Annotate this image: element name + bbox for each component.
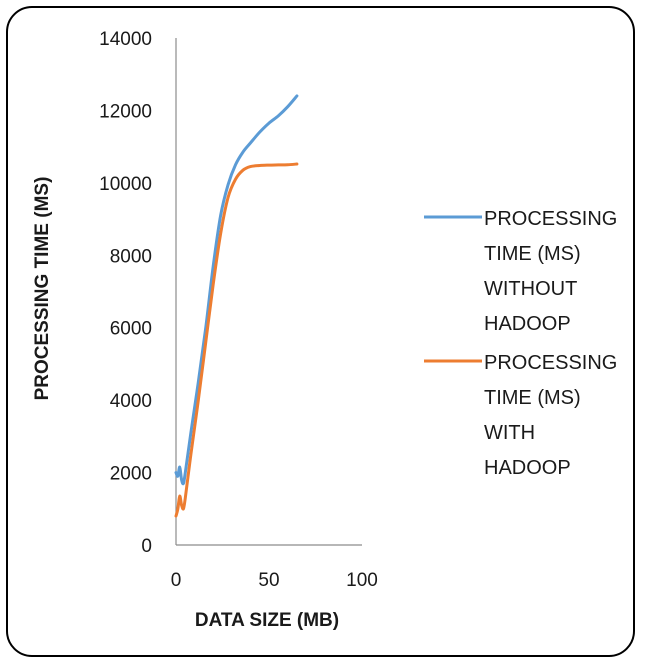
y-tick-label: 6000	[110, 319, 152, 340]
legend-entry: PROCESSING TIME (MS) WITHOUT HADOOP	[424, 208, 617, 335]
legend-label-line: TIME (MS)	[484, 243, 581, 265]
legend-label-line: TIME (MS)	[484, 387, 581, 409]
y-tick-label: 8000	[110, 246, 152, 267]
legend-label-line: WITH	[484, 422, 535, 444]
legend-entry: PROCESSING TIME (MS) WITH HADOOP	[424, 352, 617, 479]
x-tick-label: 50	[258, 570, 279, 591]
chart-frame	[6, 6, 635, 657]
y-axis-title: PROCESSING TIME (MS)	[32, 177, 53, 401]
y-tick-label: 4000	[110, 391, 152, 412]
legend-label-line: HADOOP	[484, 457, 571, 479]
y-tick-label: 0	[141, 536, 152, 557]
x-axis-title: DATA SIZE (MB)	[195, 610, 339, 631]
legend-label-line: PROCESSING	[484, 208, 617, 230]
y-tick-label: 12000	[99, 101, 152, 122]
series-lines	[174, 94, 299, 518]
x-tick-label: 100	[346, 570, 378, 591]
legend-label-line: PROCESSING	[484, 352, 617, 374]
legend-label-line: HADOOP	[484, 313, 571, 335]
y-tick-label: 10000	[99, 174, 152, 195]
series-line-without-hadoop	[174, 94, 299, 486]
legend-label-line: WITHOUT	[484, 278, 577, 300]
x-axis: 0 50 100	[171, 544, 378, 591]
y-tick-label: 2000	[110, 464, 152, 485]
x-tick-label: 0	[171, 570, 182, 591]
y-axis: 0 2000 4000 6000 8000 10000 12000 14000	[99, 29, 177, 557]
y-tick-label: 14000	[99, 29, 152, 50]
series-line-with-hadoop	[174, 162, 299, 518]
